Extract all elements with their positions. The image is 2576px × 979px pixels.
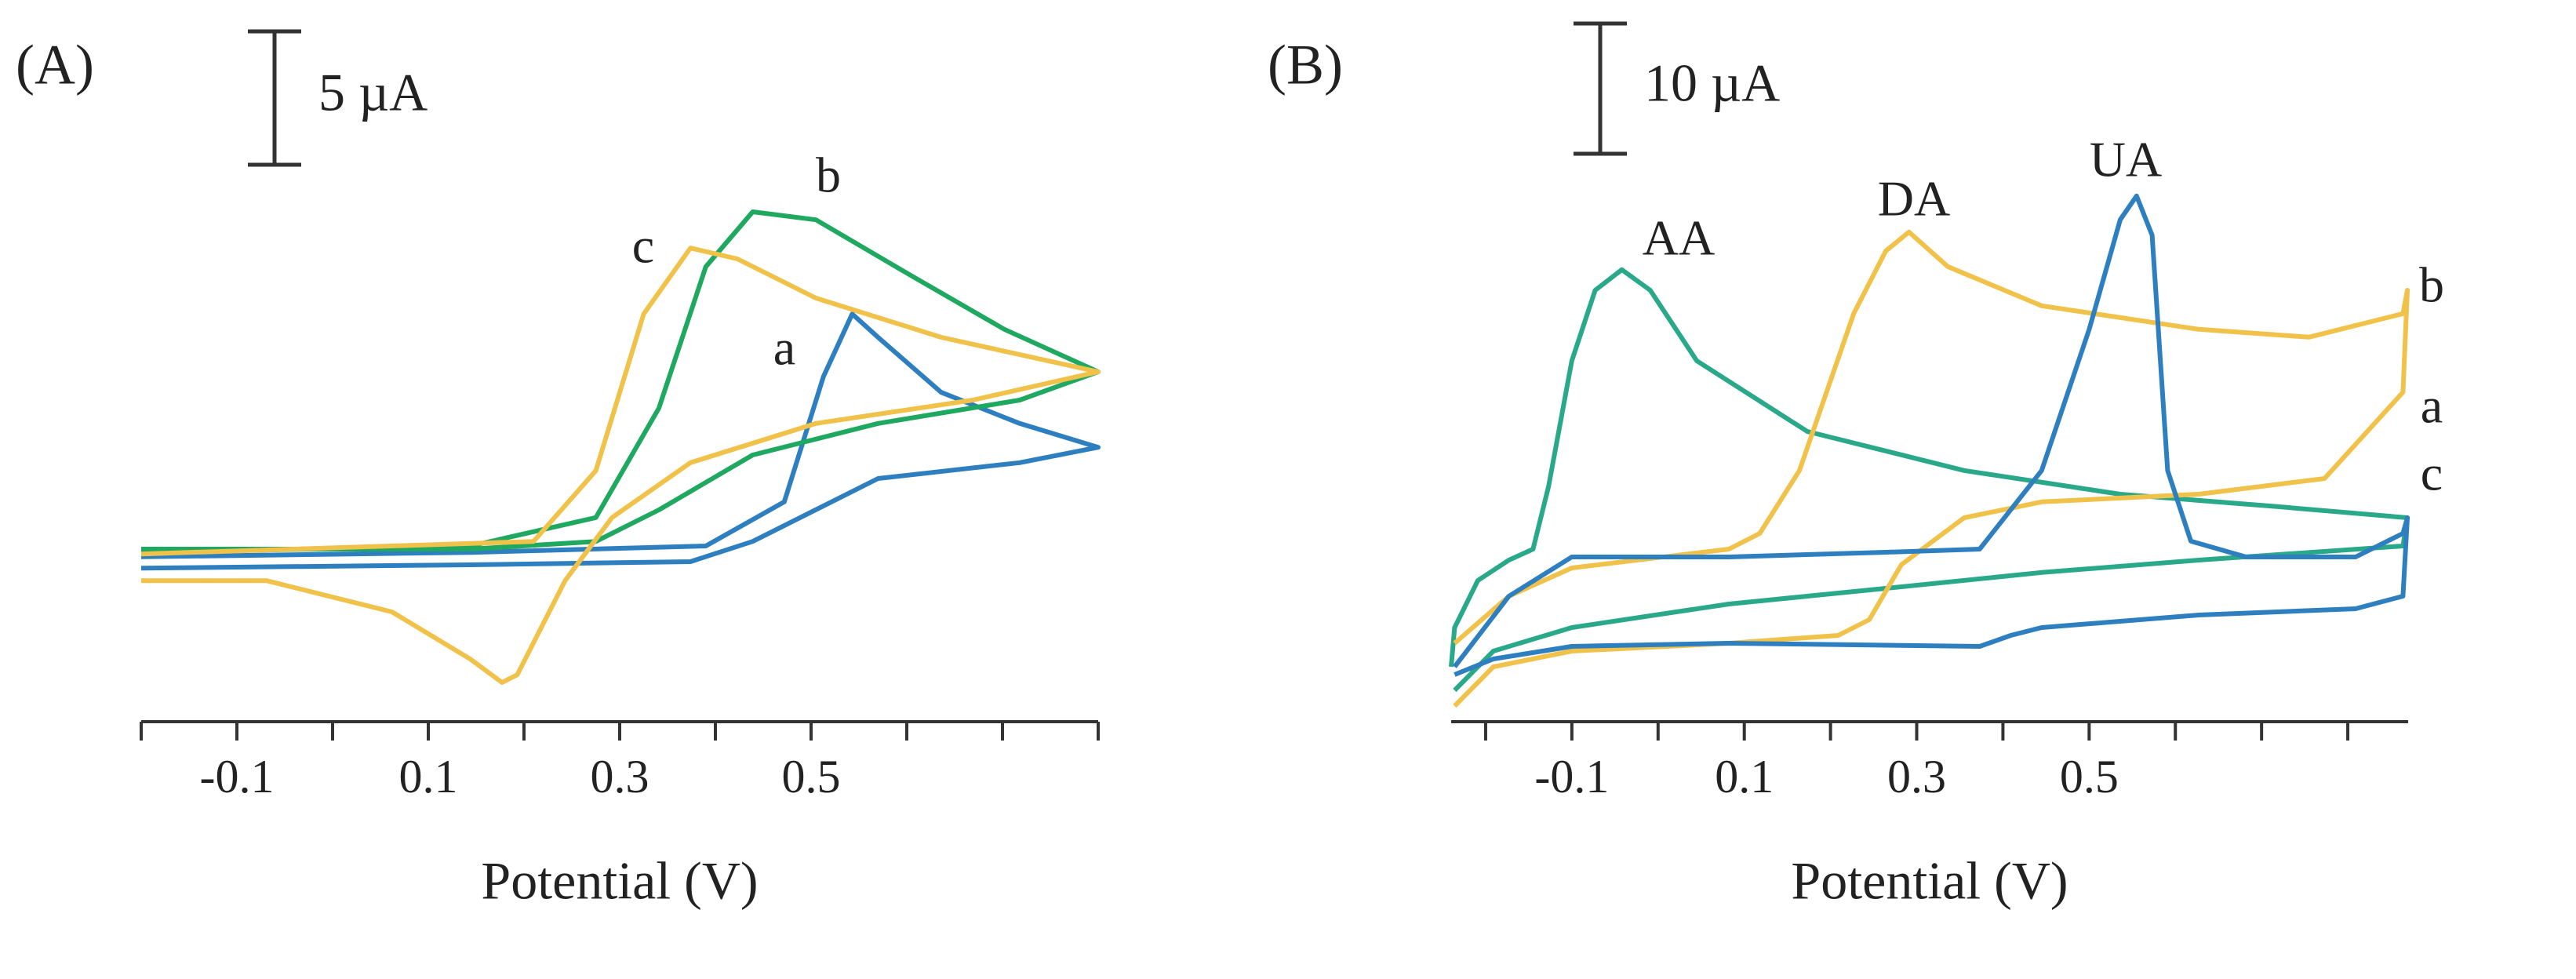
series-label: c — [632, 218, 654, 274]
x-axis-label: Potential (V) — [1791, 851, 2068, 911]
x-tick-label: 0.1 — [399, 751, 458, 802]
peak-annotation: UA — [2090, 132, 2162, 187]
cv-curve — [140, 246, 1101, 685]
peak-annotation: DA — [1878, 171, 1950, 227]
x-tick-label: 0.5 — [2060, 751, 2119, 802]
x-tick-label: 0.3 — [1887, 751, 1946, 802]
x-tick-label: 0.1 — [1715, 751, 1774, 802]
series-label: a — [2421, 378, 2443, 434]
cv-curve — [140, 209, 1101, 555]
cv-curve — [1449, 267, 2410, 693]
cv-curve — [1453, 193, 2410, 677]
series-label: b — [2419, 257, 2444, 313]
series-label: c — [2421, 446, 2443, 501]
x-tick-label: -0.1 — [1534, 751, 1609, 802]
scale-bar-label: 5 µA — [318, 63, 428, 122]
x-tick-label: -0.1 — [200, 751, 275, 802]
peak-annotation: AA — [1643, 210, 1715, 266]
x-tick-label: 0.5 — [782, 751, 841, 802]
x-axis-label: Potential (V) — [481, 851, 758, 911]
scale-bar-label: 10 µA — [1644, 53, 1780, 113]
cv-curve — [1453, 229, 2410, 708]
panel-label: (A) — [16, 34, 94, 96]
x-tick-label: 0.3 — [591, 751, 649, 802]
series-label: b — [816, 147, 841, 203]
series-label: a — [773, 320, 795, 376]
panel-label: (B) — [1268, 34, 1343, 96]
